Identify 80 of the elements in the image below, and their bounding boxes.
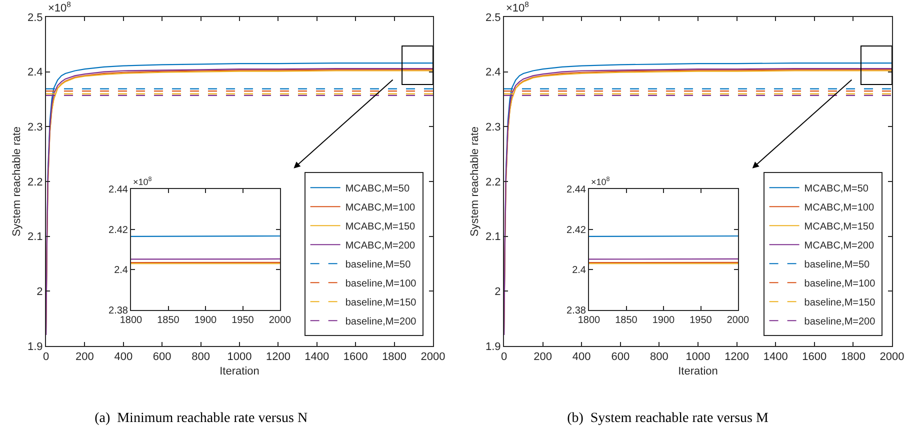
y-tick-label: 2.3 xyxy=(28,122,43,134)
legend-label: baseline,M=100 xyxy=(345,278,417,290)
x-tick-label: 2000 xyxy=(726,315,750,326)
y-tick-label: 2.2 xyxy=(28,176,43,188)
x-tick-label: 1900 xyxy=(194,315,218,326)
y-tick-label: 2.5 xyxy=(486,12,501,24)
x-tick-label: 1850 xyxy=(157,315,180,326)
text: (a) Minimum reachable rate versus N xyxy=(94,410,308,426)
text: (b) System reachable rate versus M xyxy=(567,410,769,426)
x-tick-label: 800 xyxy=(650,351,668,364)
x-tick-label: 1850 xyxy=(615,315,638,326)
y-tick-label: 1.9 xyxy=(28,340,43,353)
legend-label: MCABC,M=100 xyxy=(345,202,416,214)
legend-label: baseline,M=200 xyxy=(804,316,876,328)
legend-label: baseline,M=50 xyxy=(804,260,870,271)
x-tick-label: 1200 xyxy=(724,351,750,364)
text: ×10$^{8}$ xyxy=(48,0,71,15)
y-axis-title: System reachable rate xyxy=(469,126,482,237)
x-axis-title: Iteration xyxy=(220,365,260,378)
x-tick-label: 800 xyxy=(192,351,210,364)
y-axis-title: System reachable rate xyxy=(11,126,24,237)
legend-label: MCABC,M=200 xyxy=(345,240,416,252)
x-tick-label: 1800 xyxy=(120,315,143,326)
annotation: ×10$^{8}$ xyxy=(591,176,610,187)
x-tick-label: 2000 xyxy=(268,315,292,326)
y-tick-label: 2.4 xyxy=(572,265,586,276)
x-tick-label: 1900 xyxy=(652,315,676,326)
x-tick-label: 600 xyxy=(611,351,630,364)
x-tick-label: 200 xyxy=(76,351,94,364)
y-tick-label: 2.44 xyxy=(566,184,586,196)
legend-label: baseline,M=50 xyxy=(345,260,412,271)
annotation: ×10$^{8}$ xyxy=(133,176,152,187)
y-tick-label: 2.1 xyxy=(28,231,43,244)
x-tick-label: 1400 xyxy=(304,351,330,364)
x-tick-label: 400 xyxy=(572,351,591,364)
y-tick-label: 2.5 xyxy=(28,12,43,24)
legend-label: MCABC,M=50 xyxy=(804,184,869,195)
x-tick-label: 1950 xyxy=(232,315,254,326)
y-tick-label: 2 xyxy=(36,286,43,298)
x-tick-label: 2000 xyxy=(880,351,904,364)
y-tick-label: 2.2 xyxy=(486,176,501,188)
x-tick-label: 0 xyxy=(42,351,50,364)
x-tick-label: 2000 xyxy=(420,351,446,364)
x-tick-label: 200 xyxy=(534,351,552,364)
y-tick-label: 2.42 xyxy=(566,224,586,236)
y-tick-label: 2.42 xyxy=(108,224,128,236)
x-tick-label: 400 xyxy=(114,351,133,364)
legend-label: baseline,M=100 xyxy=(804,278,876,290)
x-tick-label: 1800 xyxy=(578,315,601,326)
legend-label: baseline,M=150 xyxy=(804,298,876,309)
x-tick-label: 1000 xyxy=(227,351,252,364)
x-tick-label: 1000 xyxy=(686,351,710,364)
y-tick-label: 2.4 xyxy=(28,66,43,79)
legend-label: MCABC,M=150 xyxy=(345,222,416,233)
x-tick-label: 1400 xyxy=(763,351,788,364)
y-tick-label: 2.38 xyxy=(566,306,586,316)
text: ×10$^{8}$ xyxy=(506,0,529,15)
legend-label: MCABC,M=100 xyxy=(804,202,874,214)
x-tick-label: 1800 xyxy=(840,351,866,364)
legend-label: MCABC,M=150 xyxy=(804,222,874,233)
legend-label: MCABC,M=50 xyxy=(345,184,410,195)
legend-label: baseline,M=200 xyxy=(345,316,417,328)
y-tick-label: 2 xyxy=(494,286,501,298)
x-tick-label: 1800 xyxy=(382,351,407,364)
y-tick-label: 2.3 xyxy=(486,122,501,134)
x-tick-label: 1600 xyxy=(343,351,368,364)
x-tick-label: 1950 xyxy=(690,315,712,326)
legend-label: MCABC,M=200 xyxy=(804,240,874,252)
x-tick-label: 600 xyxy=(152,351,172,364)
y-tick-label: 1.9 xyxy=(486,340,501,353)
y-tick-label: 2.4 xyxy=(486,66,501,79)
y-tick-label: 2.4 xyxy=(114,265,128,276)
x-tick-label: 0 xyxy=(500,351,508,364)
y-tick-label: 2.1 xyxy=(486,231,501,244)
x-axis-title: Iteration xyxy=(678,365,718,378)
x-tick-label: 1600 xyxy=(802,351,827,364)
y-tick-label: 2.38 xyxy=(108,306,128,316)
x-tick-label: 1200 xyxy=(266,351,290,364)
y-tick-label: 2.44 xyxy=(108,184,128,196)
legend-label: baseline,M=150 xyxy=(345,298,417,309)
